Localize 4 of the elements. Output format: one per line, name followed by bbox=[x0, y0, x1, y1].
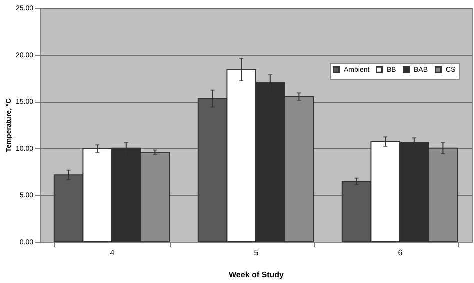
x-tick-label: 6 bbox=[398, 248, 404, 258]
x-tick-label: 4 bbox=[110, 248, 116, 258]
x-tick-label: 5 bbox=[254, 248, 260, 258]
x-axis-title: Week of Study bbox=[229, 270, 285, 280]
